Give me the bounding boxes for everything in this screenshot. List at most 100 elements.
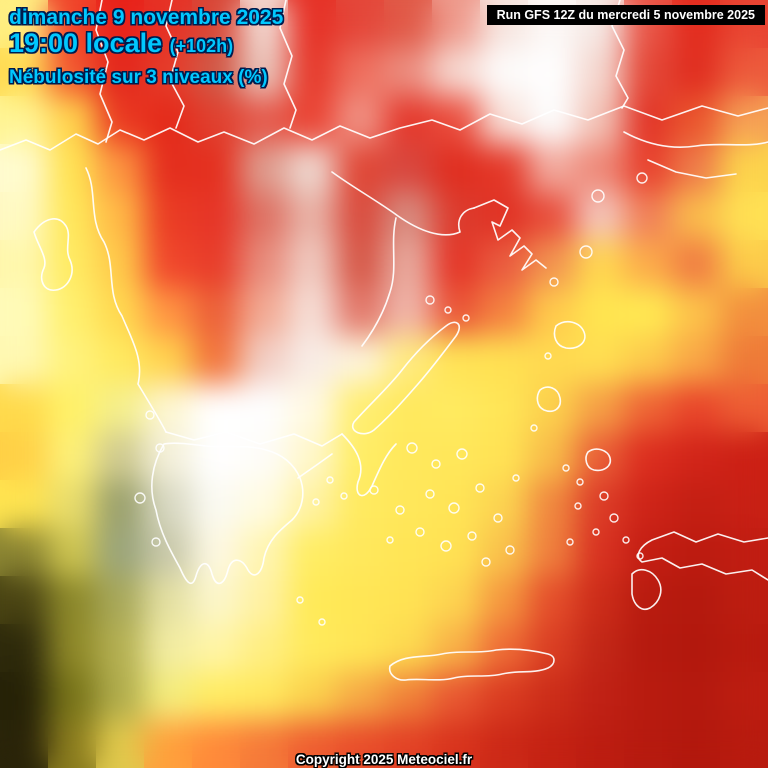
heatmap-cell [576, 48, 624, 96]
heatmap-cell [576, 576, 624, 624]
heatmap-cell [576, 384, 624, 432]
heatmap-cell [720, 432, 768, 480]
heatmap-cell [240, 384, 288, 432]
heatmap-cell [48, 576, 96, 624]
heatmap-cell [384, 432, 432, 480]
heatmap-cell [480, 144, 528, 192]
heatmap-cell [192, 192, 240, 240]
island-outline-dot [395, 505, 405, 515]
model-run-badge: Run GFS 12Z du mercredi 5 novembre 2025 [486, 5, 765, 25]
heatmap-cell [336, 240, 384, 288]
heatmap-cell [624, 720, 672, 768]
heatmap-cell [336, 576, 384, 624]
coastline-thessaly-coast [361, 217, 397, 347]
heatmap-cell [0, 192, 48, 240]
heatmap-cell [672, 96, 720, 144]
heatmap-cell [384, 48, 432, 96]
heatmap-cell [288, 672, 336, 720]
heatmap-cell [192, 480, 240, 528]
heatmap-cell [576, 288, 624, 336]
coastline-north-borders [0, 105, 768, 151]
heatmap-cell [96, 336, 144, 384]
heatmap-cell [576, 480, 624, 528]
forecast-date-label: dimanche 9 novembre 2025 [9, 6, 283, 30]
heatmap-cell [528, 480, 576, 528]
heatmap-cell [720, 192, 768, 240]
heatmap-cell [96, 720, 144, 768]
heatmap-cell [192, 672, 240, 720]
island-outline-dot [636, 552, 644, 560]
heatmap-cell [576, 528, 624, 576]
island-outline-dot [134, 492, 146, 504]
heatmap-cell [672, 672, 720, 720]
heatmap-cell [528, 144, 576, 192]
heatmap-cell [720, 96, 768, 144]
heatmap-cell [0, 336, 48, 384]
heatmap-cell [576, 336, 624, 384]
heatmap-cell [432, 288, 480, 336]
heatmap-cell [672, 48, 720, 96]
island-outline-dot [505, 545, 515, 555]
coastline-north-aegean-coast [331, 171, 475, 236]
heatmap-cell [336, 528, 384, 576]
heatmap-cell [96, 240, 144, 288]
heatmap-cell [672, 432, 720, 480]
island-outline-dot [493, 513, 503, 523]
heatmap-cell [720, 576, 768, 624]
heatmap-cell [672, 144, 720, 192]
heatmap-cell [0, 528, 48, 576]
heatmap-cell [576, 144, 624, 192]
heatmap-cell [336, 384, 384, 432]
heatmap-cell [624, 240, 672, 288]
heatmap-cell [192, 0, 240, 48]
heatmap-cell [240, 480, 288, 528]
heatmap-cell [672, 624, 720, 672]
heatmap-cell [384, 0, 432, 48]
coastline-euboea [351, 321, 461, 435]
heatmap-cell [240, 624, 288, 672]
island-outline-dot [296, 596, 304, 604]
heatmap-cell [0, 384, 48, 432]
heatmap-cell [96, 192, 144, 240]
island-outline-dot [448, 502, 460, 514]
heatmap-cell [240, 720, 288, 768]
heatmap-cell [48, 336, 96, 384]
heatmap-cell [576, 96, 624, 144]
island-outline-dot [456, 448, 468, 460]
heatmap-cell [192, 384, 240, 432]
heatmap-cell [384, 720, 432, 768]
heatmap-cell [624, 384, 672, 432]
island-outline-dot [145, 410, 155, 420]
heatmap-cell [240, 96, 288, 144]
heatmap-cell [0, 144, 48, 192]
heatmap-cell [144, 288, 192, 336]
heatmap-cell [240, 288, 288, 336]
island-outline-dot [609, 513, 619, 523]
heatmap-cell [0, 48, 48, 96]
heatmap-cell [624, 144, 672, 192]
heatmap-cell [528, 48, 576, 96]
coastline-lesbos [553, 320, 586, 350]
heatmap-cell [96, 432, 144, 480]
island-outline-dot [566, 538, 574, 546]
heatmap-cell [720, 528, 768, 576]
coastline-border-macedonia [279, 0, 297, 129]
heatmap-cell [384, 144, 432, 192]
heatmap-cell [576, 624, 624, 672]
heatmap-cell [240, 240, 288, 288]
heatmap-cell [192, 240, 240, 288]
heatmap-cell [240, 336, 288, 384]
island-outline-dot [431, 459, 441, 469]
forecast-offset-text: (+102h) [169, 36, 234, 56]
heatmap-cell [624, 624, 672, 672]
heatmap-cell [0, 672, 48, 720]
forecast-date-text: dimanche 9 novembre 2025 [9, 6, 284, 29]
heatmap-cell [288, 0, 336, 48]
copyright-label: Copyright 2025 Meteociel.fr [0, 752, 768, 767]
island-outline-dot [562, 464, 570, 472]
heatmap-cell [480, 480, 528, 528]
heatmap-cell [432, 528, 480, 576]
heatmap-cell [336, 336, 384, 384]
heatmap-cell [432, 336, 480, 384]
